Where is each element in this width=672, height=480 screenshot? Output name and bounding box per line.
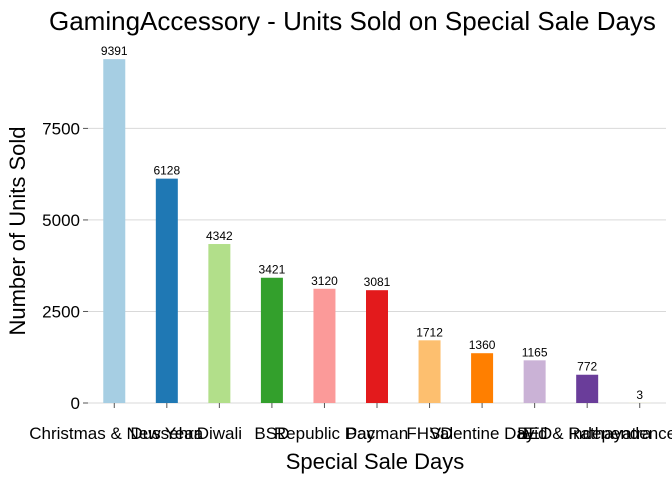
data-label: 1712 [416, 325, 443, 339]
x-tick-label: Republic Day [274, 424, 376, 443]
y-tick-label: 7500 [42, 119, 80, 138]
y-tick-label: 0 [71, 394, 80, 413]
data-label: 3081 [364, 275, 391, 289]
x-tick-label: Independence Day [568, 424, 672, 443]
bar [103, 59, 126, 404]
x-tick-label: Pacman [346, 424, 408, 443]
data-label: 772 [577, 360, 597, 374]
bar [208, 244, 231, 403]
x-axis-title: Special Sale Days [286, 449, 465, 474]
data-label: 3421 [259, 263, 286, 277]
x-tick-label: BED [517, 424, 552, 443]
bar [313, 288, 336, 403]
data-label: 1165 [522, 345, 548, 359]
bar [471, 353, 494, 403]
bar [523, 360, 546, 403]
bar [366, 290, 388, 403]
data-label: 3 [636, 388, 643, 402]
y-tick-label: 5000 [42, 211, 80, 230]
data-label: 6128 [153, 164, 180, 178]
data-label: 3120 [311, 274, 338, 288]
x-tick-label: FHSD [406, 424, 452, 443]
x-tick-label: BSD [254, 424, 289, 443]
x-tick-label: Diwali [197, 424, 242, 443]
y-axis: 0 2500 5000 7500 [42, 119, 88, 413]
x-tick-label: Eid & Rathayatra [523, 424, 652, 443]
x-tick-label: Valentine Day [430, 424, 535, 443]
data-label: 4342 [206, 229, 233, 243]
bar [418, 340, 441, 403]
y-axis-title: Number of Units Sold [5, 126, 30, 335]
bar [576, 374, 599, 403]
chart-title: GamingAccessory - Units Sold on Special … [49, 6, 656, 36]
x-tick-label: Christmas & New Year [29, 424, 199, 443]
x-tick-label: Dussehra [130, 424, 203, 443]
data-label: 1360 [469, 338, 496, 352]
bar [260, 277, 283, 403]
data-label: 9391 [101, 44, 128, 58]
data-labels: 9391 6128 4342 3421 3120 3081 1712 1360 1165 772 3 [101, 44, 643, 402]
bar [155, 178, 178, 403]
bars [103, 59, 651, 404]
y-tick-label: 2500 [42, 302, 80, 321]
